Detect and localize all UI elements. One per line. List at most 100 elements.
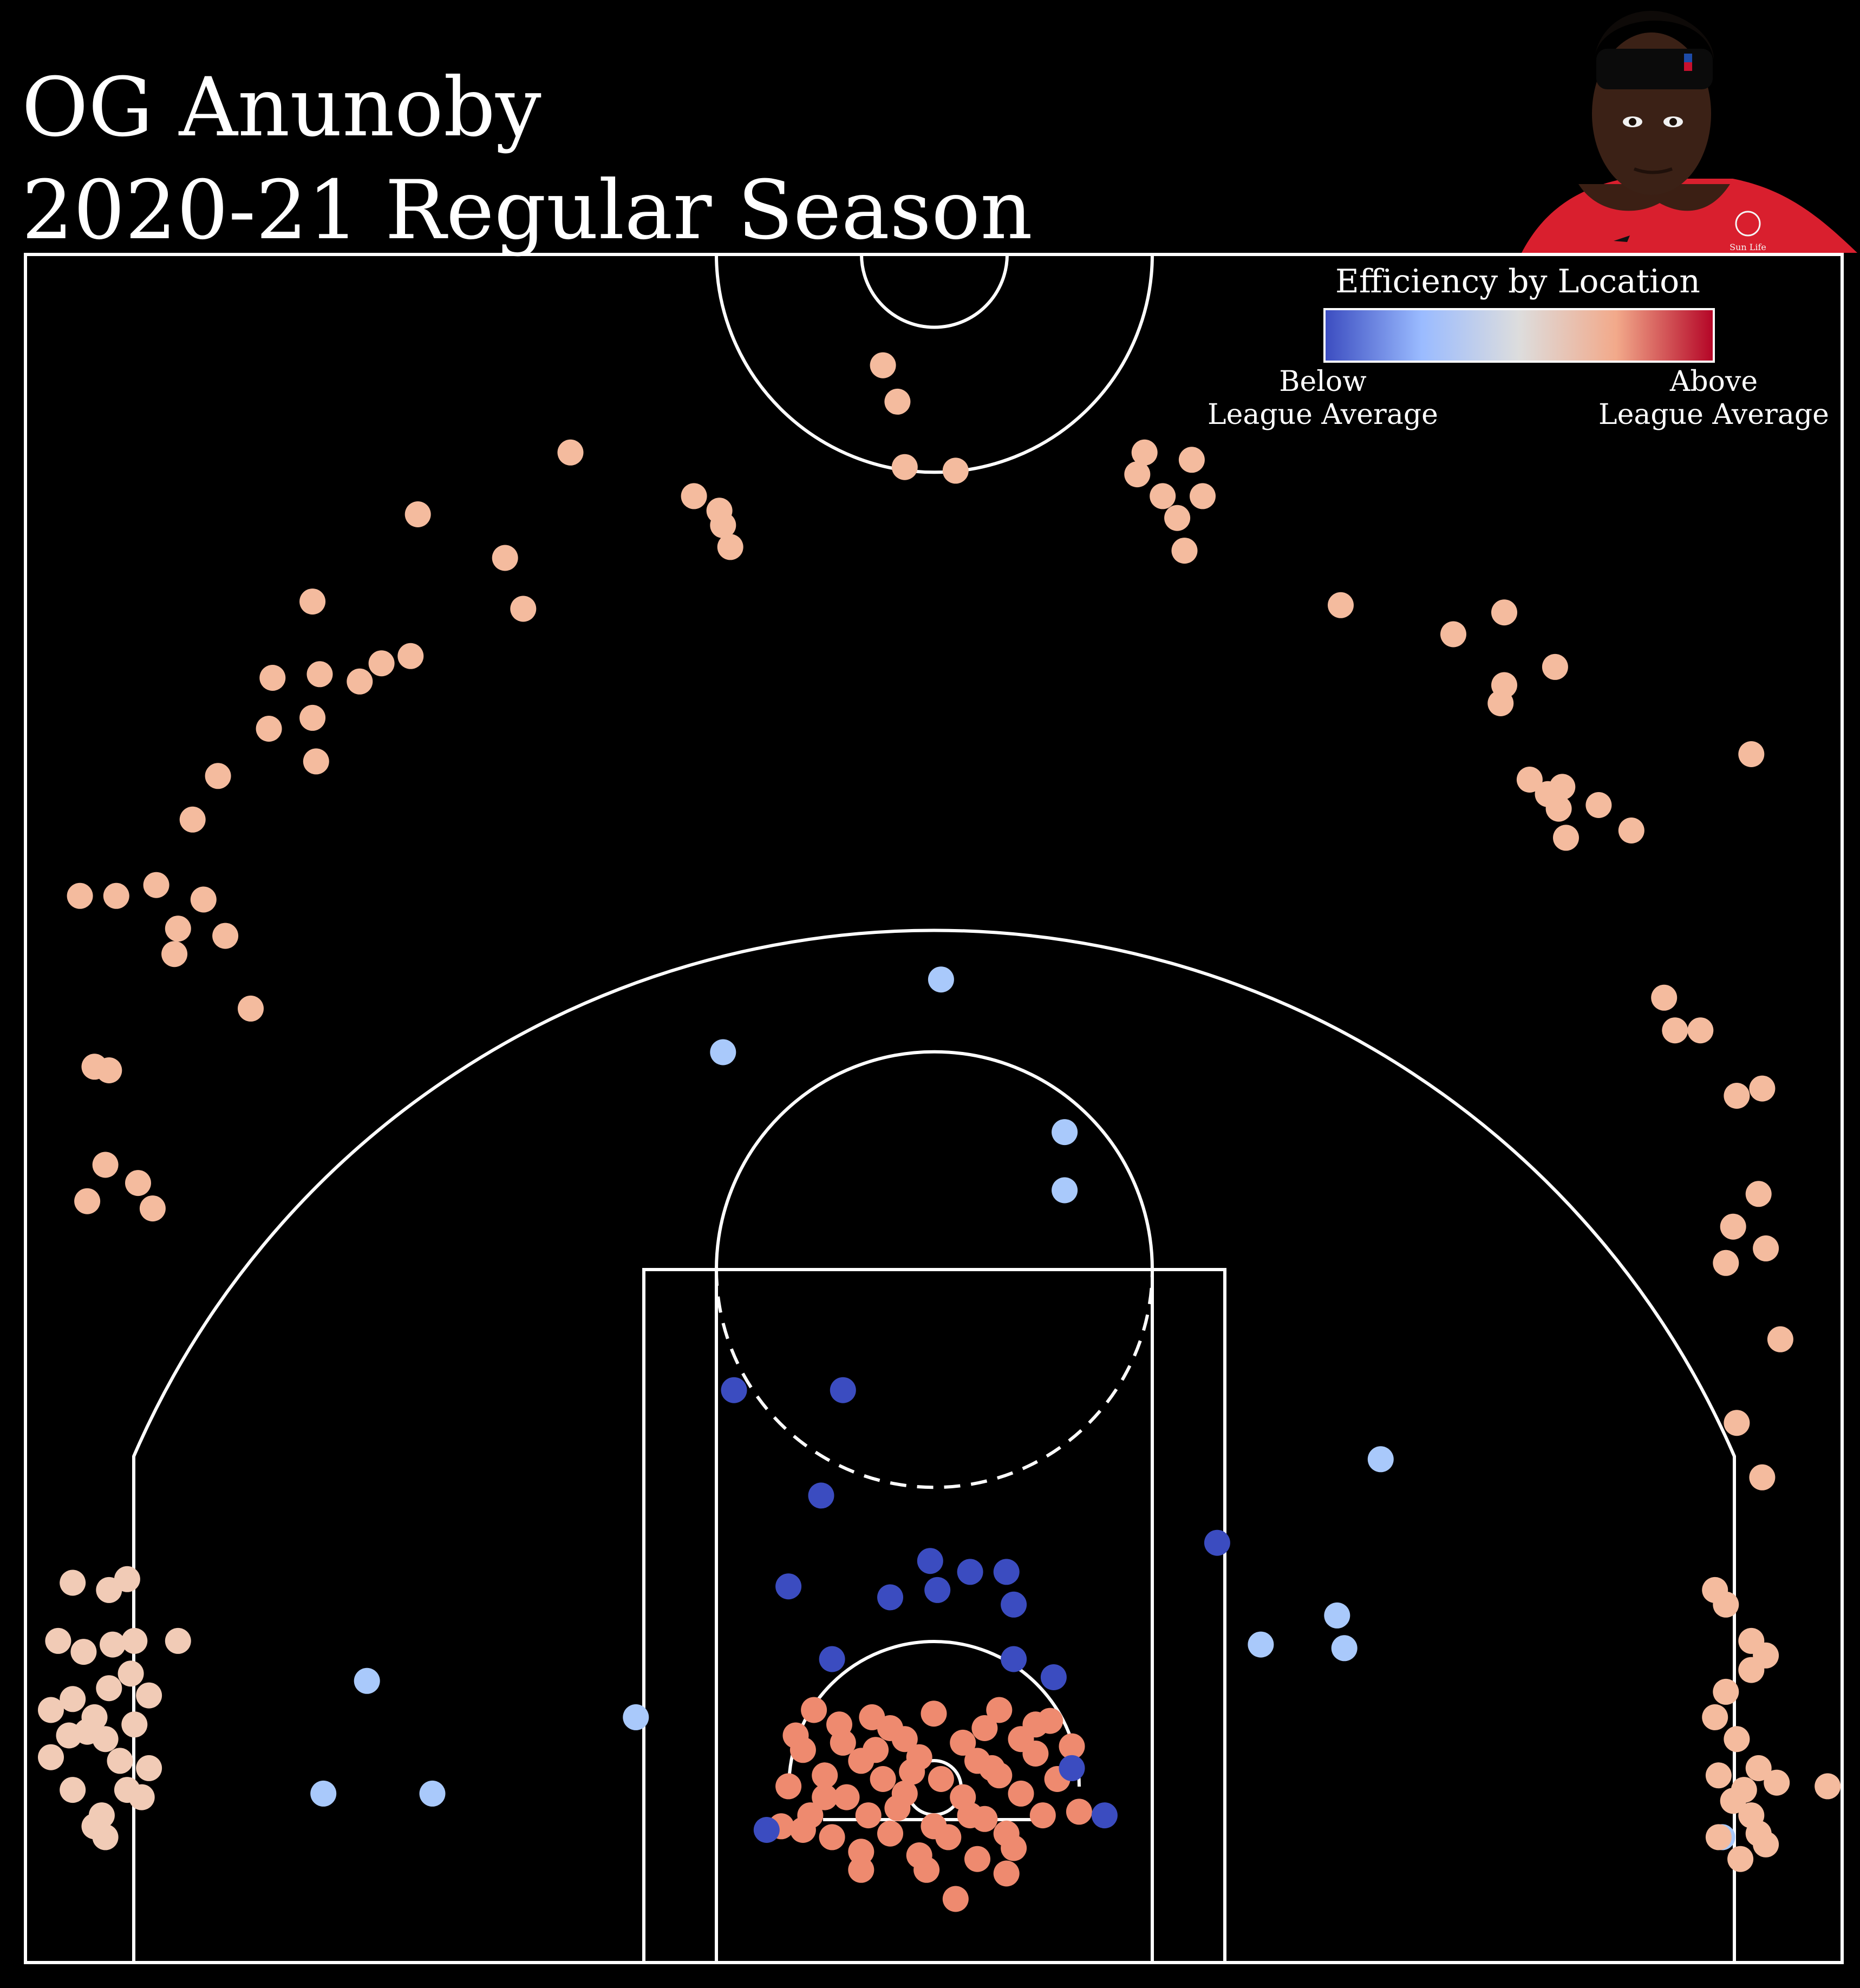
- shot-marker-near-23: [114, 1777, 140, 1803]
- shot-marker-above-68: [1724, 1410, 1750, 1436]
- shot-marker-above-10: [1124, 461, 1151, 488]
- shot-marker-well-above-20: [833, 1784, 860, 1810]
- shot-marker-above-21: [306, 661, 333, 688]
- shot-marker-well-above-55: [978, 1755, 1005, 1781]
- court: [24, 253, 1844, 1964]
- shot-marker-well-above-41: [971, 1715, 998, 1741]
- shot-marker-well-above-54: [782, 1722, 809, 1749]
- shot-marker-well-below-0: [721, 1377, 747, 1403]
- shot-marker-above-15: [1190, 483, 1216, 509]
- shot-marker-well-above-48: [1059, 1733, 1085, 1760]
- shot-marker-above-60: [1687, 1017, 1714, 1044]
- shot-marker-above-23: [368, 650, 395, 677]
- shot-marker-near-15: [107, 1748, 133, 1774]
- shot-markers: [38, 352, 1841, 1912]
- shot-marker-above-87: [1720, 1788, 1746, 1814]
- shot-marker-above-61: [1724, 1083, 1750, 1109]
- shot-marker-above-71: [1713, 1591, 1739, 1618]
- sponsor-logo-icon: [1735, 211, 1761, 237]
- shot-marker-well-below-6: [957, 1559, 983, 1585]
- headband: [1596, 49, 1713, 89]
- shot-marker-above-16: [1171, 538, 1198, 564]
- shot-marker-near-6: [60, 1686, 86, 1712]
- three-point-line: [132, 928, 1736, 1963]
- shot-marker-above-49: [1491, 672, 1517, 698]
- shot-marker-above-44: [1328, 592, 1354, 618]
- shot-marker-above-56: [1549, 774, 1576, 800]
- shot-marker-near-26: [81, 1813, 108, 1840]
- shot-marker-well-above-44: [848, 1856, 874, 1883]
- shot-marker-above-39: [238, 995, 264, 1022]
- shot-marker-above-22: [347, 668, 373, 695]
- shot-marker-well-above-37: [942, 1886, 969, 1912]
- shot-marker-above-54: [1585, 792, 1612, 818]
- shot-marker-above-19: [717, 534, 743, 560]
- shot-marker-above-67: [1767, 1326, 1793, 1352]
- shot-marker-well-below-3: [775, 1573, 802, 1600]
- shot-marker-above-14: [1178, 447, 1205, 473]
- legend-below-line2: League Average: [1208, 398, 1438, 431]
- shot-marker-well-above-52: [863, 1737, 889, 1763]
- efficiency-legend: Efficiency by Location Below League Aver…: [1208, 263, 1829, 431]
- neck: [1578, 184, 1730, 211]
- shot-marker-near-8: [136, 1682, 162, 1709]
- shot-marker-above-69: [1749, 1464, 1776, 1490]
- shot-marker-well-above-0: [801, 1697, 827, 1723]
- shot-marker-well-above-36: [993, 1860, 1020, 1887]
- shot-marker-above-3: [492, 545, 518, 571]
- shot-marker-near-3: [45, 1627, 71, 1654]
- shot-marker-above-7: [710, 512, 736, 539]
- center-circle-inner: [860, 254, 1009, 329]
- shot-marker-well-above-15: [870, 1766, 896, 1792]
- shot-marker-above-52: [1545, 795, 1572, 822]
- shot-marker-near-24: [74, 1718, 101, 1745]
- shot-marker-above-55: [1618, 818, 1644, 843]
- shot-marker-well-above-14: [812, 1762, 838, 1789]
- shot-marker-above-58: [1651, 984, 1678, 1011]
- shot-marker-well-above-45: [1066, 1799, 1092, 1825]
- shot-marker-above-75: [1713, 1678, 1739, 1705]
- shot-marker-well-below-14: [753, 1817, 780, 1843]
- shot-marker-well-above-42: [789, 1817, 816, 1843]
- shot-marker-well-above-40: [877, 1715, 903, 1741]
- jersey-sponsor: Sun Life: [1730, 242, 1766, 252]
- shot-marker-well-below-11: [1001, 1646, 1027, 1672]
- shot-marker-above-31: [103, 882, 129, 909]
- shot-marker-near-17: [38, 1744, 64, 1770]
- shot-marker-above-47: [1542, 653, 1568, 680]
- shot-marker-well-above-53: [1001, 1835, 1027, 1861]
- shot-marker-above-18: [510, 596, 537, 622]
- shot-marker-above-86: [1727, 1846, 1754, 1872]
- nike-logo-icon: [1614, 236, 1630, 242]
- shot-marker-above-29: [143, 872, 169, 898]
- shot-marker-well-above-3: [986, 1697, 1013, 1723]
- shot-marker-above-76: [1702, 1704, 1728, 1730]
- shot-marker-above-74: [1738, 1657, 1765, 1683]
- shot-marker-below-8: [1248, 1631, 1274, 1658]
- legend-below-line1: Below: [1279, 365, 1366, 398]
- shot-marker-near-12: [38, 1697, 64, 1723]
- shot-marker-well-above-7: [950, 1729, 976, 1756]
- left-pupil: [1629, 118, 1636, 126]
- shot-marker-above-45: [1440, 621, 1466, 648]
- shot-marker-above-82: [1764, 1769, 1790, 1796]
- legend-title: Efficiency by Location: [1335, 263, 1700, 300]
- shot-marker-near-10: [121, 1711, 148, 1738]
- shot-marker-below-5: [310, 1780, 337, 1807]
- shot-marker-above-17: [299, 588, 326, 615]
- shot-marker-above-27: [299, 704, 326, 731]
- shot-marker-well-below-9: [1001, 1591, 1027, 1618]
- legend-above-line1: Above: [1669, 365, 1758, 398]
- shot-marker-above-79: [1705, 1762, 1732, 1789]
- shot-marker-near-19: [165, 1627, 191, 1654]
- shot-marker-below-6: [419, 1780, 446, 1807]
- shot-marker-above-2: [404, 501, 431, 527]
- shot-marker-well-above-13: [1022, 1741, 1049, 1767]
- shot-marker-well-above-33: [964, 1846, 990, 1872]
- shot-marker-well-above-47: [812, 1784, 838, 1810]
- shot-marker-above-65: [1713, 1250, 1739, 1276]
- shot-marker-above-43: [165, 915, 191, 942]
- center-circle-outer: [715, 254, 1154, 474]
- shot-marker-well-below-10: [819, 1646, 845, 1672]
- shot-marker-above-5: [681, 483, 707, 509]
